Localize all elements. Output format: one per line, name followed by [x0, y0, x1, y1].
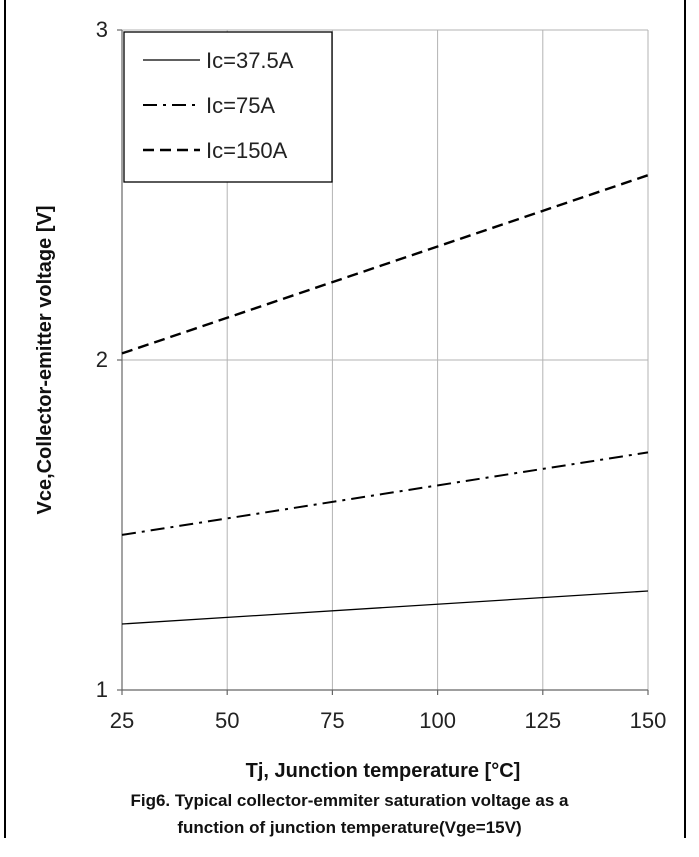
x-axis-title: Tj, Junction temperature [°C]: [246, 760, 521, 782]
x-tick-label: 25: [110, 708, 134, 733]
grid: [122, 29, 649, 690]
y-tick-label: 1: [96, 677, 108, 702]
y-tick-label: 2: [96, 347, 108, 372]
series-line: [121, 174, 649, 355]
chart: 25 50 75 100 125 150 1 2 3 Tj, Junction temperat…: [34, 17, 667, 782]
x-tick-label: 150: [630, 708, 667, 733]
series-line: [121, 451, 649, 536]
y-axis-title: Vce,Collector-emitter voltage [V]: [34, 206, 56, 515]
legend-box: [123, 31, 333, 183]
legend-label: Ic=75A: [206, 93, 275, 118]
tick-labels: 25 50 75 100 125 150 1 2 3: [96, 17, 667, 733]
x-tick-label: 50: [215, 708, 239, 733]
legend-label: Ic=37.5A: [206, 48, 294, 73]
y-tick-label: 3: [96, 17, 108, 42]
x-tick-label: 75: [320, 708, 344, 733]
legend: Ic=37.5A Ic=75A Ic=150A: [123, 31, 333, 183]
frame-border-right: [684, 0, 686, 838]
series-line: [121, 590, 649, 625]
series-lines: [121, 174, 649, 625]
caption-line-1: Fig6. Typical collector-emmiter saturati…: [130, 791, 569, 810]
frame-border-left: [4, 0, 6, 838]
x-tick-label: 100: [419, 708, 456, 733]
caption-line-2: function of junction temperature(Vge=15V…: [177, 818, 522, 837]
axes: [117, 29, 649, 695]
legend-label: Ic=150A: [206, 138, 288, 163]
x-tick-label: 125: [524, 708, 561, 733]
